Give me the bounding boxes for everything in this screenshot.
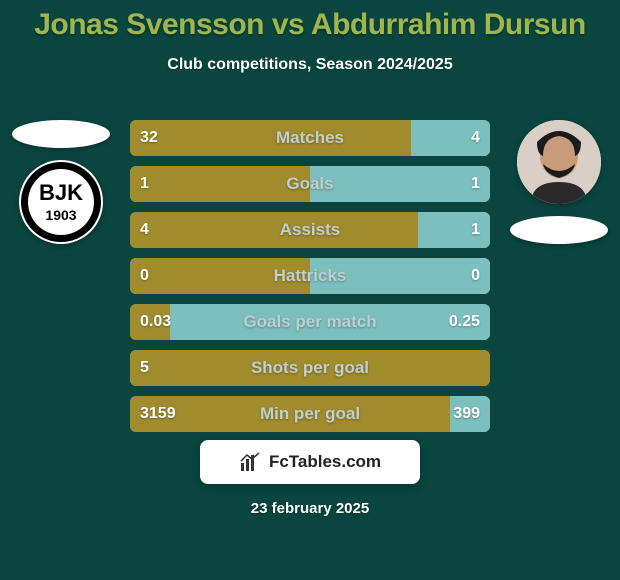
svg-text:BJK: BJK [39,180,83,205]
stat-value-right [470,350,490,386]
svg-text:1903: 1903 [45,207,76,223]
stat-value-right: 1 [461,212,490,248]
right-player-avatar [517,120,601,204]
page-title: Jonas Svensson vs Abdurrahim Dursun [0,8,620,42]
stat-row: Goals1 1 [130,166,490,202]
stat-value-left: 32 [130,120,168,156]
stat-label: Hattricks [130,258,490,294]
stat-value-left: 4 [130,212,159,248]
stat-label: Matches [130,120,490,156]
stat-label: Shots per goal [130,350,490,386]
stat-value-left: 0 [130,258,159,294]
site-badge-label: FcTables.com [269,452,381,472]
stat-label: Goals per match [130,304,490,340]
footer-date: 23 february 2025 [0,500,620,517]
right-player-column [504,120,614,244]
stat-label: Assists [130,212,490,248]
left-club-badge: BJK 1903 [19,160,103,244]
stat-row: Assists4 1 [130,212,490,248]
club-badge-icon: BJK 1903 [19,160,103,244]
left-flag-ellipse [12,120,110,148]
comparison-card: Jonas Svensson vs Abdurrahim Dursun Club… [0,0,620,580]
avatar-icon [517,120,601,204]
stat-row: Shots per goal5 [130,350,490,386]
stat-value-right: 1 [461,166,490,202]
left-player-column: BJK 1903 [6,120,116,244]
chart-icon [239,451,261,473]
site-badge[interactable]: FcTables.com [200,440,420,484]
stat-row: Hattricks0 0 [130,258,490,294]
stat-label: Goals [130,166,490,202]
stat-value-left: 0.03 [130,304,181,340]
stat-value-right: 4 [461,120,490,156]
stat-row: Matches32 4 [130,120,490,156]
stat-row: Min per goal3159399 [130,396,490,432]
stat-value-right: 399 [443,396,490,432]
stat-value-right: 0.25 [439,304,490,340]
stat-bars: Matches324Goals11Assists41Hattricks00Goa… [130,120,490,442]
page-subtitle: Club competitions, Season 2024/2025 [0,56,620,74]
stat-value-left: 1 [130,166,159,202]
right-flag-ellipse [510,216,608,244]
stat-value-left: 5 [130,350,159,386]
stat-value-left: 3159 [130,396,186,432]
stat-value-right: 0 [461,258,490,294]
stat-row: Goals per match0.03 0.25 [130,304,490,340]
